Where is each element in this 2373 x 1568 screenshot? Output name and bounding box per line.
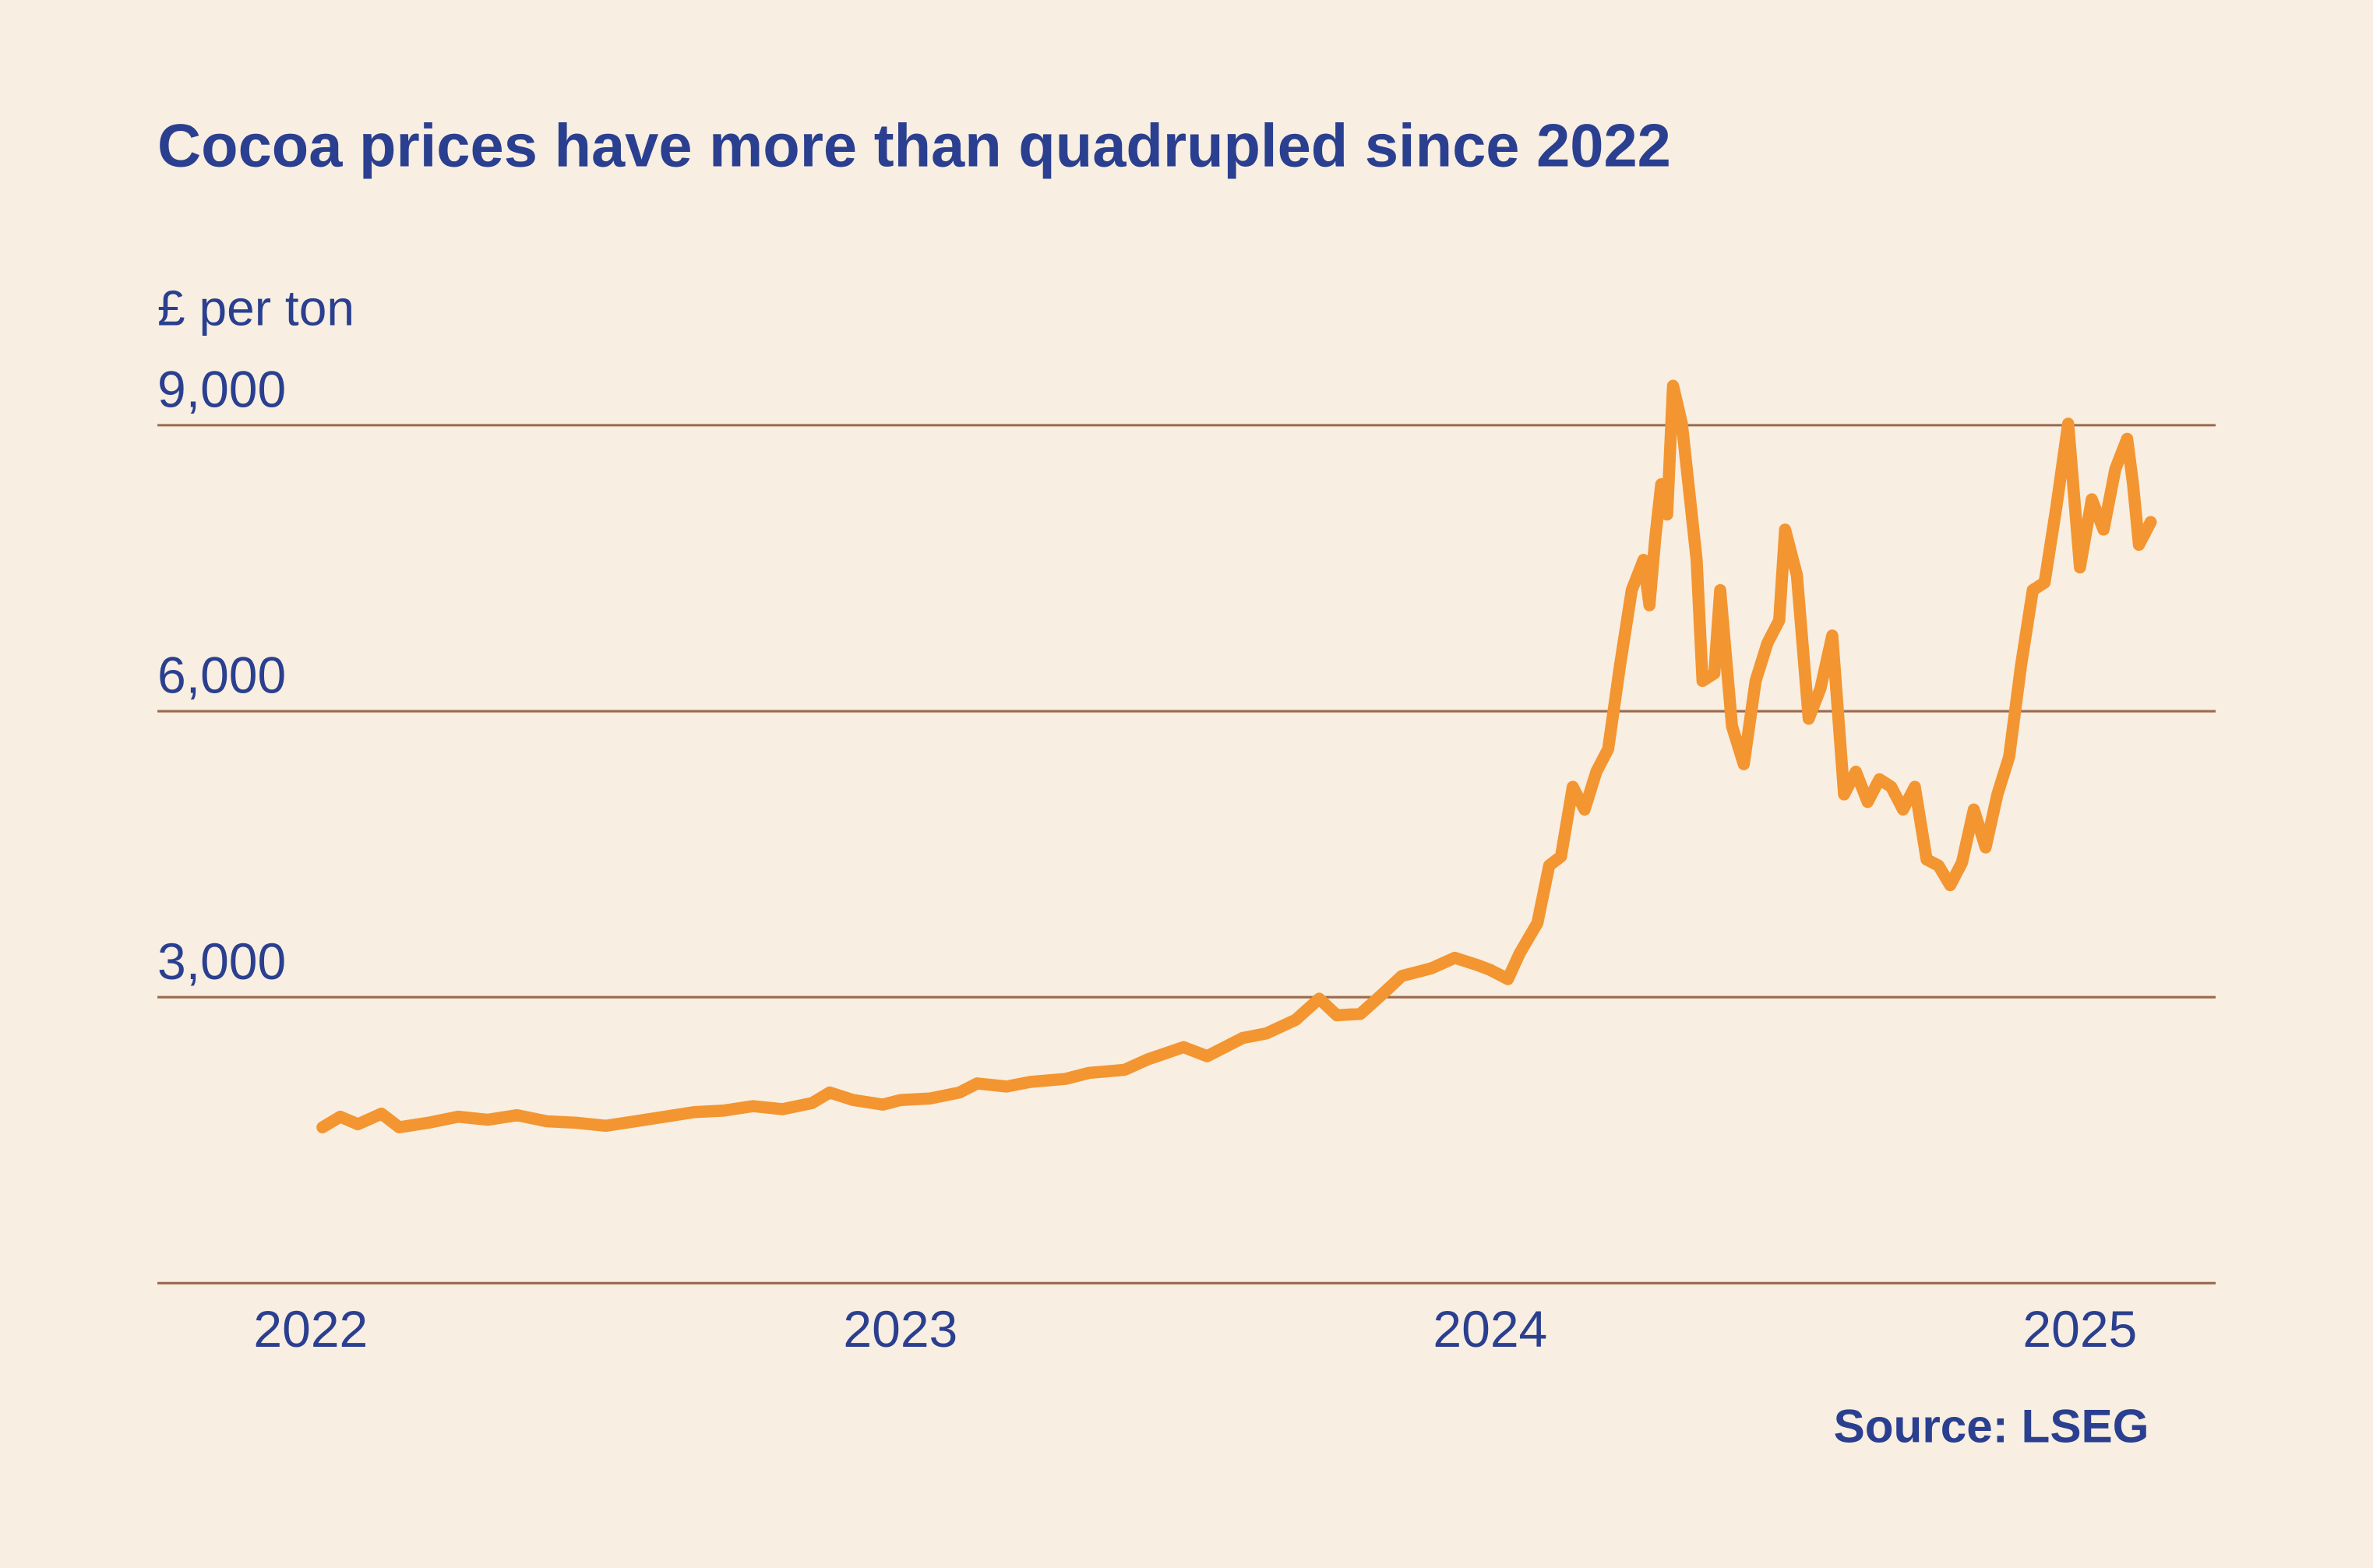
chart-title: Cocoa prices have more than quadrupled s… <box>157 113 1671 180</box>
x-tick-label: 2023 <box>843 1300 957 1358</box>
x-tick-label: 2024 <box>1433 1300 1547 1358</box>
x-tick-label: 2022 <box>253 1300 368 1358</box>
y-tick-label: 6,000 <box>157 647 286 704</box>
y-tick-label: 3,000 <box>157 932 286 990</box>
price-line <box>316 379 2157 1134</box>
x-tick-label: 2025 <box>2022 1300 2137 1358</box>
y-tick-label: 9,000 <box>157 361 286 418</box>
y-axis-label: £ per ton <box>157 280 354 337</box>
source: Source: LSEG <box>1834 1399 2149 1452</box>
